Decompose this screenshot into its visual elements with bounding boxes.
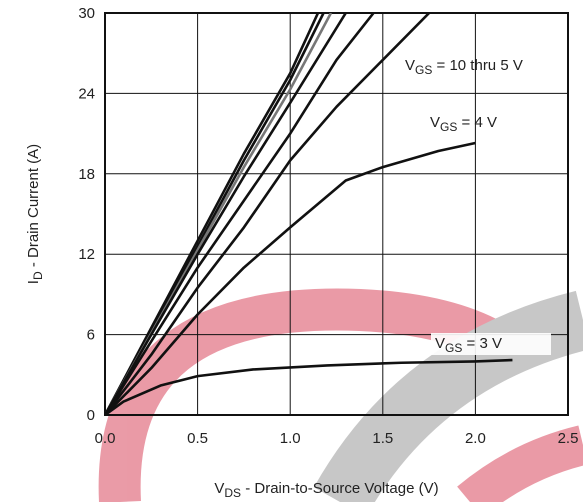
y-tick-label: 0 — [87, 407, 95, 424]
x-tick-label: 2.5 — [558, 430, 579, 447]
label-main: I — [25, 280, 42, 284]
label: VGS = 4 V — [430, 114, 497, 134]
label: VDS - Drain-to-Source Voltage (V) — [214, 480, 438, 500]
label-main: V — [405, 57, 415, 74]
x-tick-label: 1.5 — [372, 430, 393, 447]
label: ID - Drain Current (A) — [25, 144, 45, 284]
label-sub: D — [31, 271, 45, 280]
y-tick-label: 24 — [78, 85, 95, 102]
y-tick-label: 12 — [78, 246, 95, 263]
label-main: V — [435, 335, 445, 352]
x-tick-label: 1.0 — [280, 430, 301, 447]
x-tick-label: 0.0 — [95, 430, 116, 447]
x-tick-label: 0.5 — [187, 430, 208, 447]
label-rest: = 3 V — [462, 335, 502, 352]
label-rest: = 4 V — [457, 114, 497, 131]
y-tick-label: 18 — [78, 166, 95, 183]
label-rest: - Drain-to-Source Voltage (V) — [241, 480, 439, 497]
curve — [105, 13, 347, 415]
label-sub: GS — [415, 63, 432, 77]
curve — [105, 358, 513, 415]
annotation-bg — [431, 333, 551, 355]
y-tick-label: 30 — [78, 5, 95, 22]
y-tick-label: 6 — [87, 327, 95, 344]
x-tick-label: 2.0 — [465, 430, 486, 447]
label-main: V — [430, 114, 440, 131]
label-main: V — [214, 480, 224, 497]
label-sub: GS — [440, 120, 457, 134]
watermark-arc — [457, 425, 583, 502]
label: VGS = 3 V — [435, 335, 502, 355]
watermark — [98, 288, 583, 502]
plot-frame — [104, 12, 569, 416]
curve — [105, 141, 476, 415]
label-rest: - Drain Current (A) — [25, 144, 42, 272]
label: VGS = 10 thru 5 V — [405, 57, 523, 77]
curve — [105, 13, 431, 415]
label-sub: GS — [445, 341, 462, 355]
label-rest: = 10 thru 5 V — [432, 57, 522, 74]
curve — [105, 13, 375, 415]
watermark-arc — [313, 290, 583, 502]
label-sub: DS — [224, 486, 241, 500]
